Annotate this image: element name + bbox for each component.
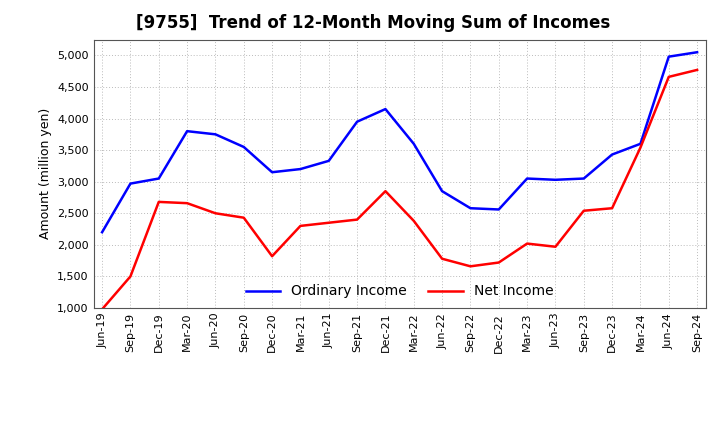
Net Income	[665, 74, 673, 80]
Ordinary Income	[211, 132, 220, 137]
Ordinary Income	[353, 119, 361, 125]
Ordinary Income	[183, 128, 192, 134]
Line: Net Income: Net Income	[102, 70, 697, 309]
Net Income	[296, 223, 305, 228]
Ordinary Income	[296, 166, 305, 172]
Ordinary Income	[268, 169, 276, 175]
Net Income	[240, 215, 248, 220]
Net Income	[381, 188, 390, 194]
Ordinary Income	[466, 205, 474, 211]
Net Income	[183, 201, 192, 206]
Net Income	[580, 208, 588, 213]
Ordinary Income	[98, 230, 107, 235]
Legend: Ordinary Income, Net Income: Ordinary Income, Net Income	[240, 279, 559, 304]
Net Income	[495, 260, 503, 265]
Net Income	[636, 145, 644, 150]
Text: [9755]  Trend of 12-Month Moving Sum of Incomes: [9755] Trend of 12-Month Moving Sum of I…	[137, 15, 611, 33]
Ordinary Income	[240, 144, 248, 150]
Net Income	[268, 253, 276, 259]
Net Income	[98, 307, 107, 312]
Ordinary Income	[438, 188, 446, 194]
Y-axis label: Amount (million yen): Amount (million yen)	[39, 108, 52, 239]
Ordinary Income	[155, 176, 163, 181]
Ordinary Income	[523, 176, 531, 181]
Net Income	[325, 220, 333, 225]
Net Income	[466, 264, 474, 269]
Ordinary Income	[325, 158, 333, 164]
Ordinary Income	[381, 106, 390, 112]
Net Income	[410, 218, 418, 224]
Net Income	[438, 256, 446, 261]
Ordinary Income	[551, 177, 559, 183]
Net Income	[693, 67, 701, 73]
Ordinary Income	[495, 207, 503, 212]
Ordinary Income	[693, 50, 701, 55]
Net Income	[353, 217, 361, 222]
Ordinary Income	[580, 176, 588, 181]
Ordinary Income	[608, 152, 616, 157]
Ordinary Income	[636, 141, 644, 147]
Ordinary Income	[410, 141, 418, 147]
Net Income	[126, 274, 135, 279]
Net Income	[551, 244, 559, 249]
Net Income	[523, 241, 531, 246]
Net Income	[608, 205, 616, 211]
Line: Ordinary Income: Ordinary Income	[102, 52, 697, 232]
Net Income	[211, 211, 220, 216]
Ordinary Income	[665, 54, 673, 59]
Ordinary Income	[126, 181, 135, 186]
Net Income	[155, 199, 163, 205]
